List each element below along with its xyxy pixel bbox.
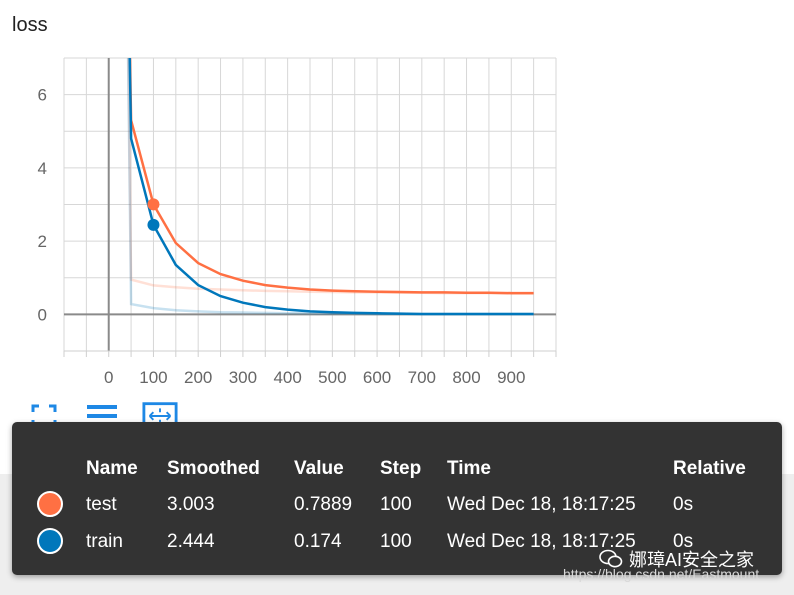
x-tick-label: 300: [229, 368, 257, 387]
series-color-swatch: [37, 528, 63, 554]
series-line-train: [128, 58, 534, 316]
x-tick-label: 800: [452, 368, 480, 387]
row-relative: 0s: [673, 531, 694, 552]
header-relative: Relative: [673, 458, 746, 479]
row-time: Wed Dec 18, 18:17:25: [447, 494, 636, 515]
highlight-marker-test: [147, 198, 160, 211]
x-tick-label: 0: [104, 368, 113, 387]
series-raw-line-test: [127, 58, 534, 295]
row-name: test: [86, 494, 117, 515]
y-tick-label: 4: [38, 159, 47, 178]
x-tick-label: 900: [497, 368, 525, 387]
expand-icon[interactable]: [26, 401, 62, 431]
x-tick-label: 100: [139, 368, 167, 387]
header-step: Step: [380, 458, 422, 479]
x-tick-label: 500: [318, 368, 346, 387]
y-tick-label: 6: [38, 86, 47, 105]
series-raw-line-train: [126, 58, 534, 316]
series-color-swatch: [37, 491, 63, 517]
x-tick-label: 600: [363, 368, 391, 387]
highlight-marker-train: [147, 218, 160, 231]
row-relative: 0s: [673, 494, 694, 515]
header-smoothed: Smoothed: [167, 458, 260, 479]
x-tick-label: 200: [184, 368, 212, 387]
plot-area: [126, 58, 534, 316]
chart-title: loss: [12, 14, 48, 36]
watermark-text: 娜璋AI安全之家: [629, 550, 755, 570]
x-tick-label: 700: [408, 368, 436, 387]
row-smoothed: 2.444: [167, 531, 215, 552]
y-tick-label: 2: [38, 232, 47, 251]
header-time: Time: [447, 458, 492, 479]
data-tooltip: Name Smoothed Value Step Time Relative t…: [12, 422, 782, 575]
loss-chart: 0 100 200 300 400 500 600 700 800 900 0 2 4 6: [38, 57, 557, 387]
row-smoothed: 3.003: [167, 494, 215, 515]
row-value: 0.174: [294, 531, 342, 552]
x-tick-label: 400: [273, 368, 301, 387]
watermark-url: https://blog.csdn.net/Eastmount: [563, 566, 760, 582]
y-tick-label: 0: [38, 305, 47, 324]
watermark: 娜璋AI安全之家: [599, 546, 754, 572]
row-name: train: [86, 531, 123, 552]
row-time: Wed Dec 18, 18:17:25: [447, 531, 636, 552]
row-step: 100: [380, 531, 412, 552]
header-value: Value: [294, 458, 344, 479]
wechat-icon: [599, 549, 623, 568]
series-line-test: [128, 58, 534, 295]
row-value: 0.7889: [294, 494, 353, 515]
row-step: 100: [380, 494, 412, 515]
header-name: Name: [86, 458, 138, 479]
